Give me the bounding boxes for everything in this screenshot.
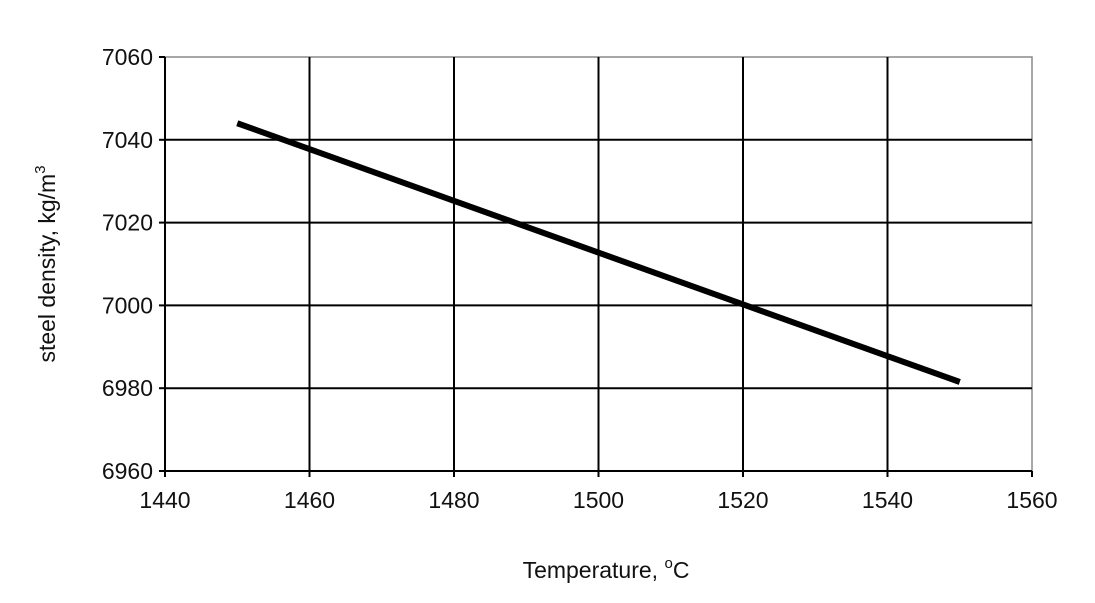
x-tick-label: 1560 <box>1006 487 1057 513</box>
y-axis-title: steel density, kg/m3 <box>32 165 60 362</box>
x-tick-label: 1460 <box>284 487 335 513</box>
y-axis-title-exponent: 3 <box>32 165 49 173</box>
y-tick-label: 7000 <box>102 292 153 318</box>
y-axis-title-text: steel density, kg/m <box>34 174 60 363</box>
x-tick-label: 1440 <box>139 487 190 513</box>
x-axis-title-unit: C <box>673 557 690 583</box>
x-tick-label: 1500 <box>573 487 624 513</box>
x-axis-title-degree: o <box>664 555 672 572</box>
x-axis-title: Temperature, oC <box>523 555 690 583</box>
series <box>236 120 961 385</box>
y-tick-label: 6980 <box>102 375 153 401</box>
x-axis-title-text: Temperature, <box>523 557 665 583</box>
x-tick-label: 1520 <box>717 487 768 513</box>
y-tick-label: 7060 <box>102 44 153 70</box>
grid <box>165 57 1032 471</box>
y-tick-labels: 6960 6980 7000 7020 7040 7060 <box>102 44 153 484</box>
y-tick-label: 7020 <box>102 210 153 236</box>
y-tick-label: 6960 <box>102 458 153 484</box>
x-tick-labels: 1440 1460 1480 1500 1520 1540 1560 <box>139 487 1057 513</box>
x-tick-label: 1540 <box>862 487 913 513</box>
x-tick-label: 1480 <box>428 487 479 513</box>
y-tick-label: 7040 <box>102 127 153 153</box>
series-line <box>236 120 961 385</box>
axes <box>159 56 1033 477</box>
